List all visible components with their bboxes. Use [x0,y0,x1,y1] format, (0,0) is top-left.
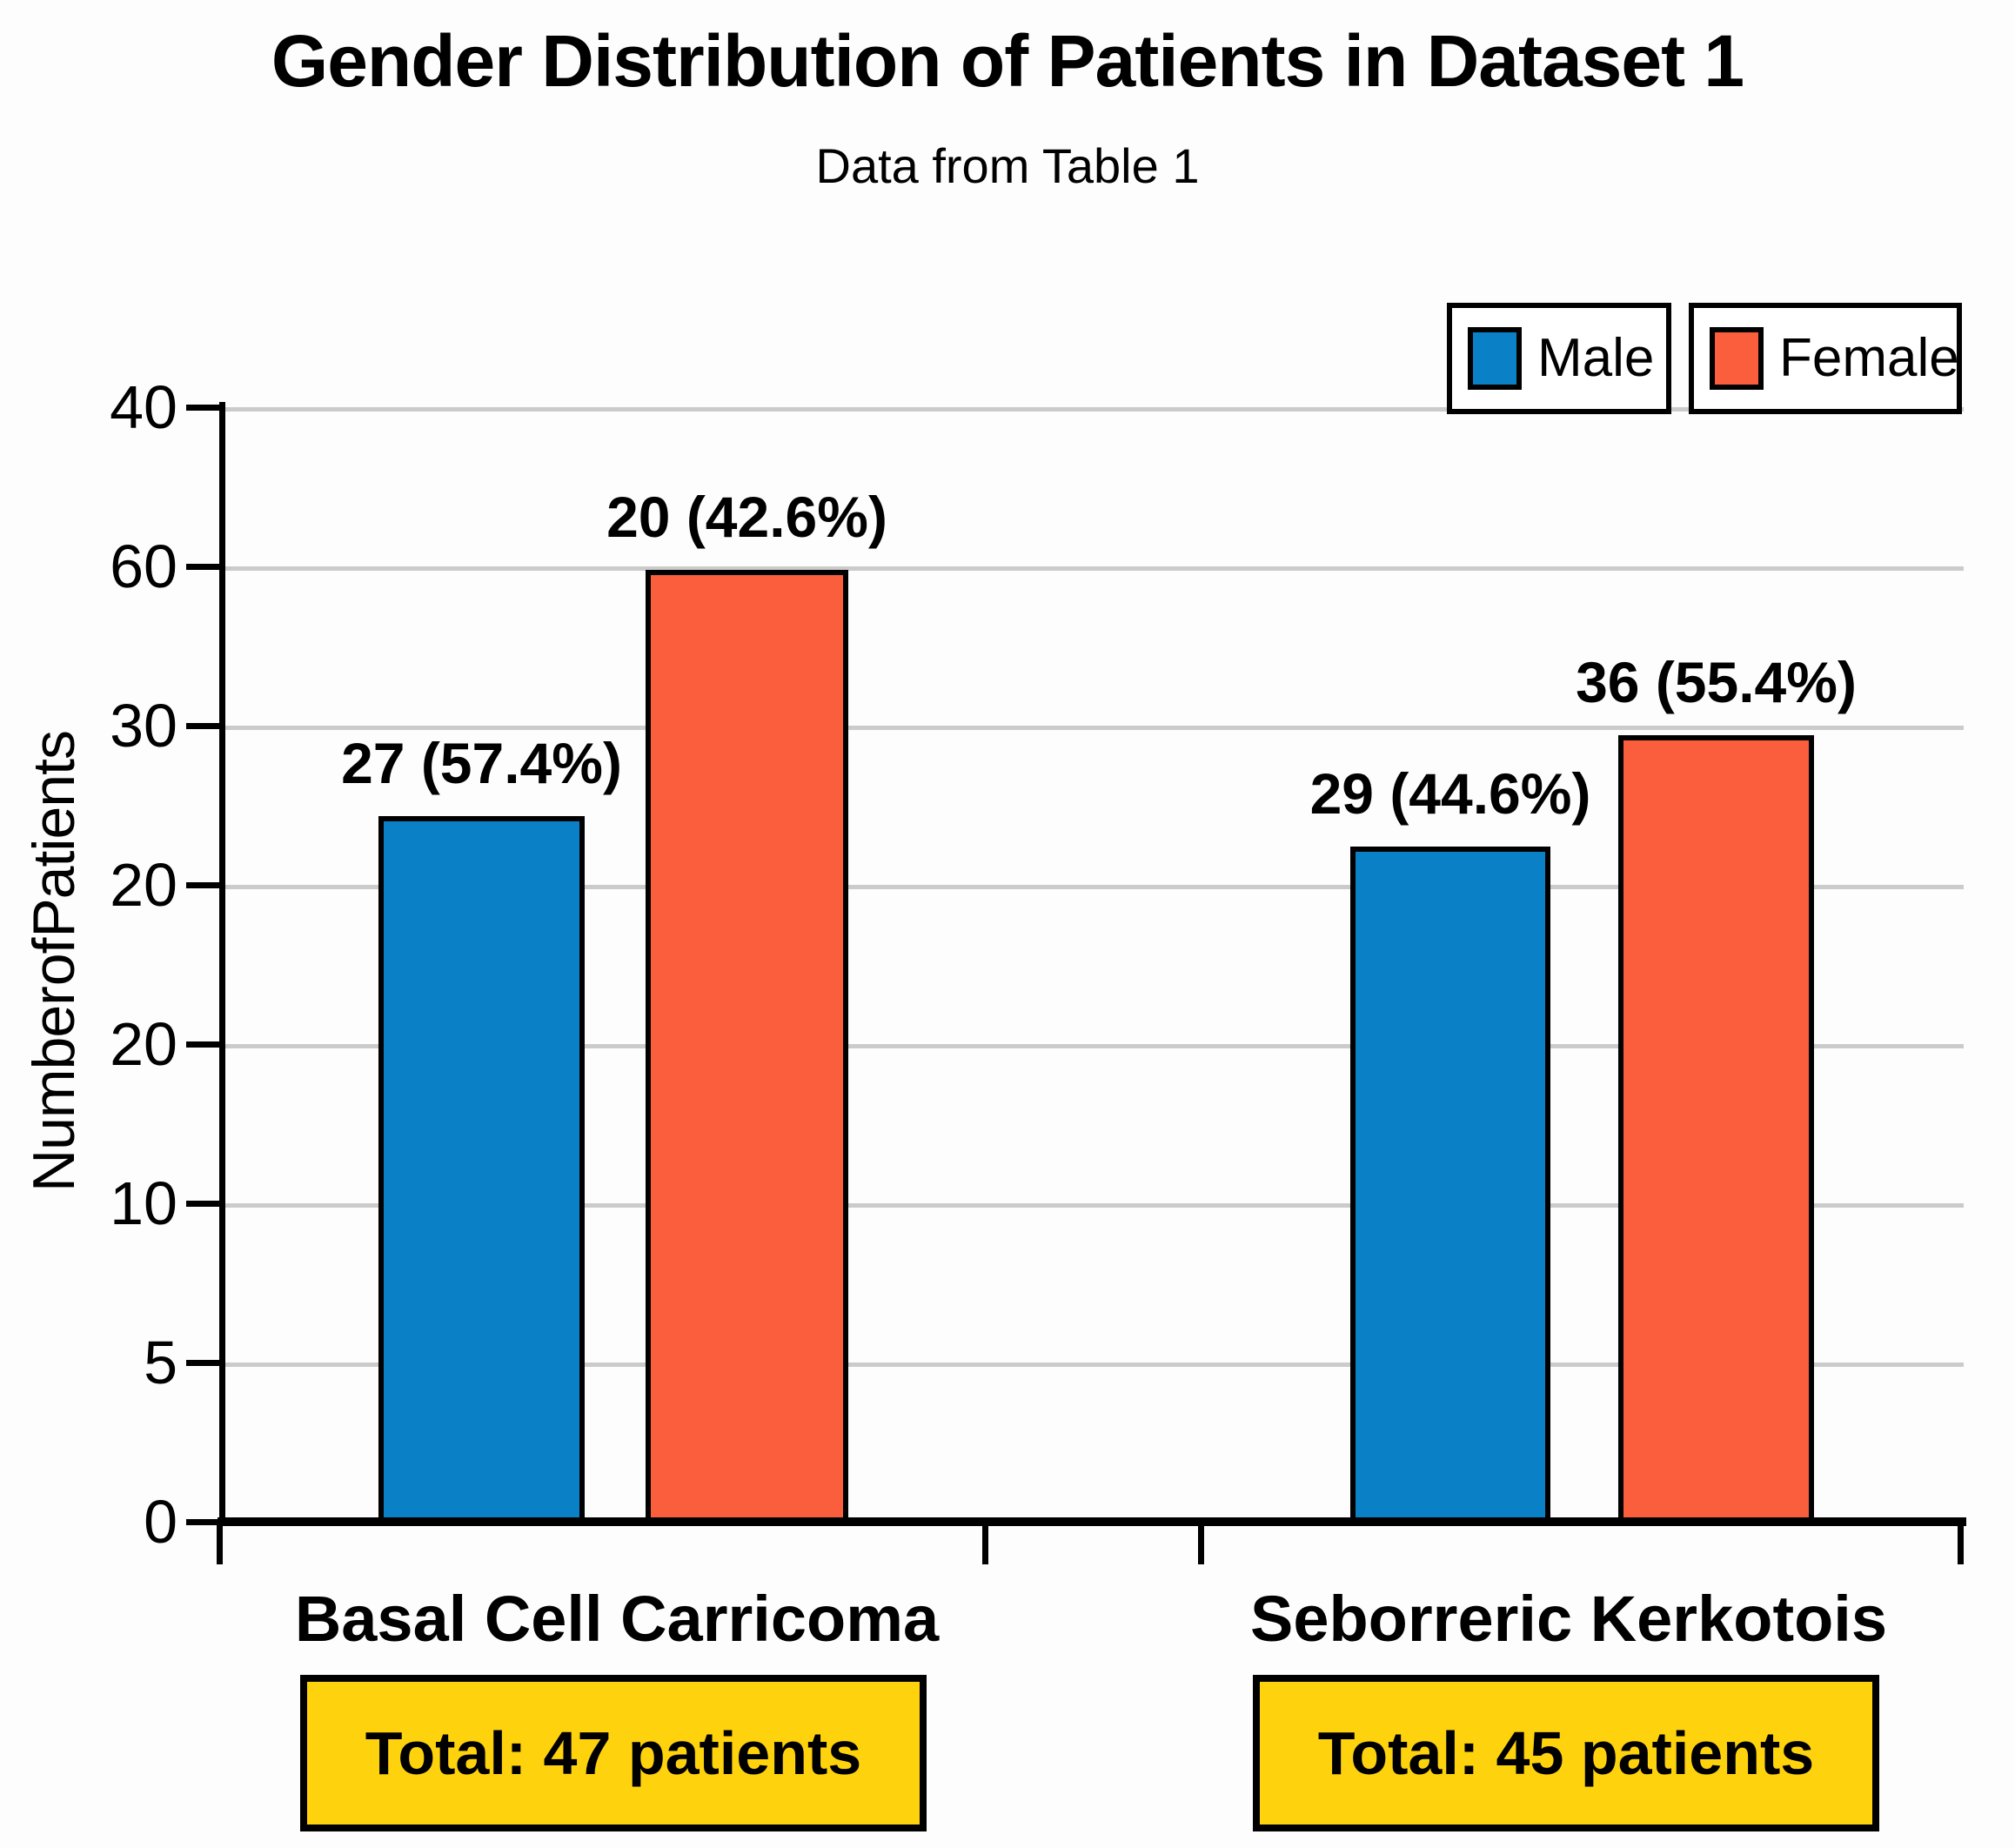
y-tick-mark [186,1519,224,1525]
gridline [224,1363,1964,1367]
legend-swatch-male-icon [1468,327,1522,390]
bar-female-0 [646,570,848,1523]
bar-value-label-female-1: 36 (55.4%) [1576,650,1857,714]
gridline [224,726,1964,730]
legend-swatch-female-icon [1710,327,1764,390]
x-axis-line [218,1517,1966,1526]
y-tick-label: 0 [144,1488,177,1556]
y-tick-mark [186,405,224,411]
y-axis-title: Number of Patients [21,730,87,1193]
x-tick-mark [1958,1524,1964,1564]
y-tick-mark [186,1201,224,1207]
y-tick-label: 40 [110,373,177,441]
y-tick-mark [186,564,224,570]
chart-title: Gender Distribution of Patients in Datas… [271,20,1744,102]
y-tick-mark [186,882,224,888]
bar-value-label-female-0: 20 (42.6%) [606,485,887,549]
x-tick-mark [217,1524,223,1564]
x-category-label-basal-cell-carricoma: Basal Cell Carricoma [294,1583,940,1655]
chart-subtitle: Data from Table 1 [815,138,1200,193]
gridline [224,407,1964,412]
y-tick-label: 5 [144,1329,177,1396]
bar-value-label-male-1: 29 (44.6%) [1309,761,1591,826]
y-tick-label: 20 [110,1010,177,1078]
legend-item-male: Male [1447,303,1671,414]
legend-item-female: Female [1689,303,1962,414]
y-tick-label: 20 [110,851,177,919]
y-tick-mark [186,1041,224,1048]
total-badge-basal-cell-carricoma: Total: 47 patients [300,1675,927,1831]
bar-female-1 [1618,735,1814,1523]
x-tick-mark [1198,1524,1204,1564]
y-tick-mark [186,1360,224,1366]
x-tick-mark [982,1524,988,1564]
legend-label-male: Male [1537,328,1655,388]
x-category-label-seborreric-kerkotois: Seborreric Kerkotois [1249,1583,1888,1655]
total-badge-seborreric-kerkotois: Total: 45 patients [1253,1675,1879,1831]
y-axis-line [219,402,225,1526]
y-tick-label: 60 [110,532,177,600]
legend-label-female: Female [1779,328,1959,388]
gridline [224,566,1964,571]
y-tick-mark [186,723,224,729]
y-tick-label: 10 [110,1169,177,1237]
y-tick-label: 30 [110,692,177,760]
bar-value-label-male-0: 27 (57.4%) [341,731,622,795]
gridline [224,1203,1964,1208]
gridline [224,1044,1964,1048]
gridline [224,885,1964,889]
bar-male-0 [378,816,585,1523]
bar-male-1 [1350,847,1550,1523]
